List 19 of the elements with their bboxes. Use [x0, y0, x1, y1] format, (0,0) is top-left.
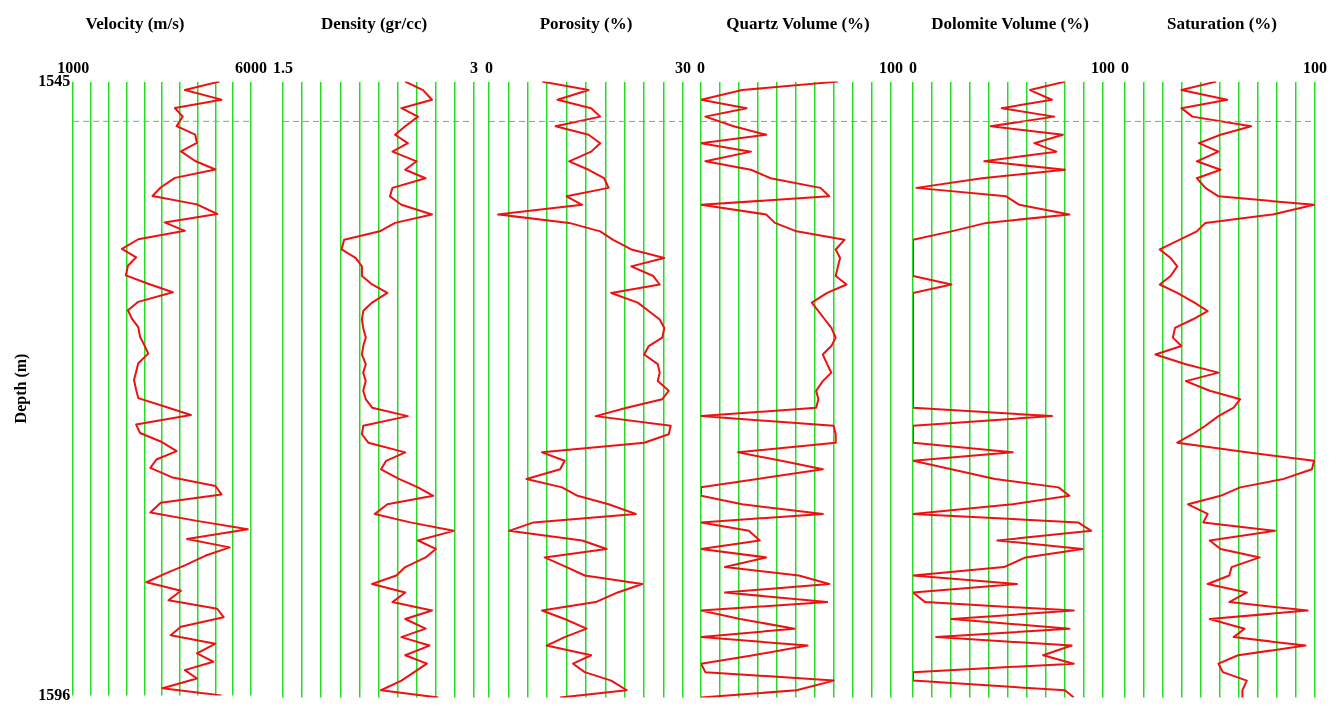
- y-tick-label: 1596: [38, 685, 71, 703]
- x-tick-label: 0: [909, 59, 917, 77]
- x-tick-label: 100: [1091, 59, 1115, 77]
- chart-title: Velocity (m/s): [85, 13, 185, 33]
- x-tick-label: 3: [470, 59, 478, 77]
- x-tick-label: 6000: [235, 59, 267, 77]
- x-tick-label: 100: [1303, 59, 1327, 77]
- chart-title: Quartz Volume (%): [726, 13, 870, 33]
- x-tick-label: 0: [1121, 59, 1129, 77]
- y-axis-title: Depth (m): [11, 353, 30, 424]
- x-tick-label: 30: [675, 59, 691, 77]
- x-tick-label: 100: [879, 59, 903, 77]
- chart-title: Porosity (%): [539, 13, 633, 33]
- x-tick-label: 0: [697, 59, 705, 77]
- chart-title: Density (gr/cc): [320, 13, 428, 33]
- chart-title: Saturation (%): [1166, 13, 1278, 33]
- x-tick-label: 0: [485, 59, 493, 77]
- x-tick-label: 1.5: [273, 59, 293, 77]
- chart-title: Dolomite Volume (%): [931, 13, 1089, 33]
